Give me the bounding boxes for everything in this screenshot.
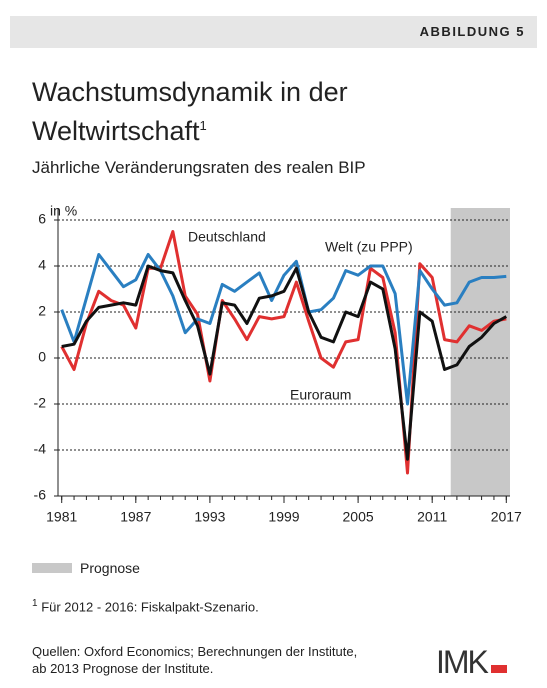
- series-label: Deutschland: [188, 229, 266, 245]
- y-axis-label: in %: [50, 203, 77, 219]
- logo: IMK: [436, 644, 507, 681]
- header-band: [10, 16, 537, 48]
- legend-label: Prognose: [80, 560, 140, 576]
- y-tick-label: -2: [34, 395, 47, 411]
- y-tick-label: 2: [38, 303, 46, 319]
- logo-mark: [490, 665, 507, 673]
- x-tick-label: 1999: [268, 509, 299, 525]
- logo-text: IMK: [436, 644, 489, 680]
- y-tick-label: -6: [34, 487, 47, 503]
- x-tick-label: 2017: [491, 509, 522, 525]
- x-tick-label: 2011: [417, 509, 447, 525]
- series-line: [60, 253, 507, 406]
- chart-subtitle: Jährliche Veränderungsraten des realen B…: [32, 158, 366, 177]
- series-line: [61, 264, 508, 461]
- series-line: [60, 230, 507, 475]
- x-tick-label: 1993: [194, 509, 225, 525]
- x-tick-label: 1987: [120, 509, 151, 525]
- footnote: 1 Für 2012 - 2016: Fiskalpakt-Szenario.: [32, 598, 259, 614]
- y-tick-label: -4: [34, 441, 47, 457]
- figure-label: ABBILDUNG 5: [419, 24, 525, 39]
- chart-title-box: Wachstumsdynamik in der Weltwirtschaft1: [32, 76, 352, 148]
- title-note: 1: [199, 118, 207, 133]
- forecast-shade: [450, 208, 510, 496]
- legend-swatch: [32, 563, 72, 573]
- y-tick-label: 6: [38, 211, 46, 227]
- source: Quellen: Oxford Economics; Berechnungen …: [32, 644, 358, 676]
- x-tick-label: 1981: [46, 509, 77, 525]
- series-label: Euroraum: [290, 387, 351, 403]
- footnote-text: Für 2012 - 2016: Fiskalpakt-Szenario.: [41, 599, 259, 615]
- chart-title: Wachstumsdynamik in der Weltwirtschaft: [32, 77, 348, 146]
- footnote-mark: 1: [32, 598, 38, 609]
- y-tick-label: 4: [38, 257, 46, 273]
- x-tick-label: 2005: [343, 509, 374, 525]
- series-label: Welt (zu PPP): [325, 239, 413, 255]
- y-tick-label: 0: [38, 349, 46, 365]
